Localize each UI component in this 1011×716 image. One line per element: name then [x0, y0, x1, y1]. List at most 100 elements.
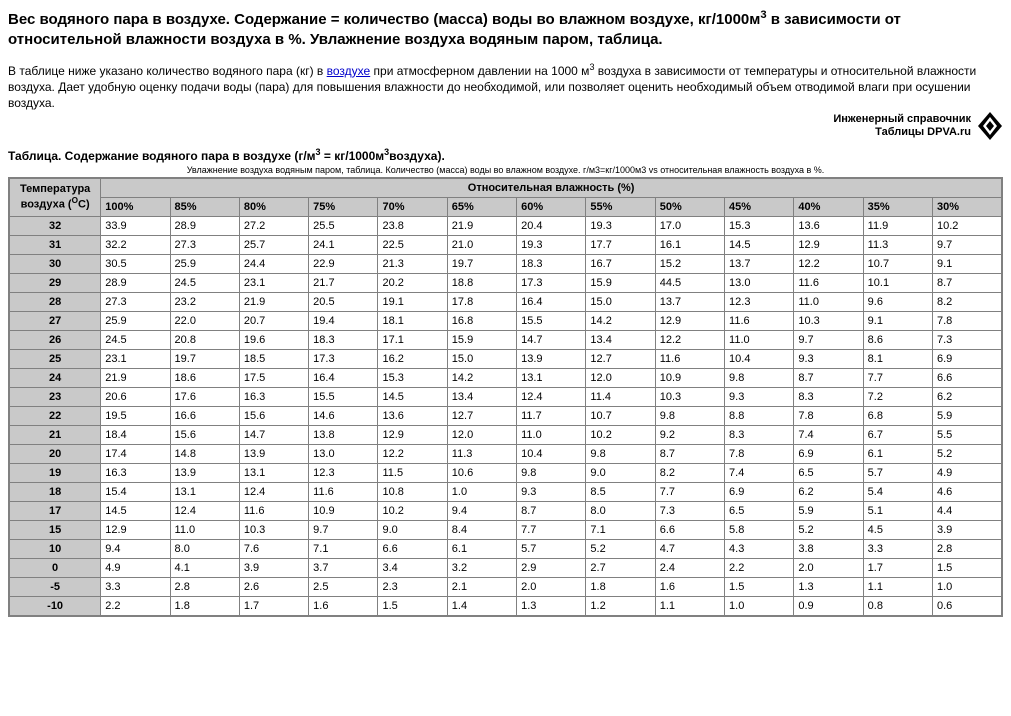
brand-diamond-icon	[977, 111, 1003, 141]
value-cell: 13.9	[517, 350, 586, 369]
subtitle-p3: воздуха).	[389, 149, 445, 163]
value-cell: 1.4	[447, 597, 516, 617]
value-cell: 16.6	[170, 407, 239, 426]
value-cell: 9.4	[101, 540, 170, 559]
value-cell: 6.6	[378, 540, 447, 559]
table-row: 04.94.13.93.73.43.22.92.72.42.22.01.71.5	[9, 559, 1002, 578]
value-cell: 25.5	[309, 217, 378, 236]
value-cell: 19.5	[101, 407, 170, 426]
value-cell: 13.6	[378, 407, 447, 426]
temperature-cell: 32	[9, 217, 101, 236]
temperature-cell: 30	[9, 255, 101, 274]
value-cell: 0.6	[932, 597, 1002, 617]
value-cell: 2.8	[170, 578, 239, 597]
value-cell: 30.5	[101, 255, 170, 274]
value-cell: 7.6	[239, 540, 308, 559]
temperature-cell: 0	[9, 559, 101, 578]
value-cell: 7.4	[794, 426, 863, 445]
value-cell: 6.6	[932, 369, 1002, 388]
value-cell: 1.6	[309, 597, 378, 617]
table-row: 2827.323.221.920.519.117.816.415.013.712…	[9, 293, 1002, 312]
air-link[interactable]: воздухе	[327, 64, 371, 78]
value-cell: 0.9	[794, 597, 863, 617]
value-cell: 22.5	[378, 236, 447, 255]
value-cell: 19.6	[239, 331, 308, 350]
value-cell: 14.7	[239, 426, 308, 445]
value-cell: 10.3	[239, 521, 308, 540]
value-cell: 8.7	[932, 274, 1002, 293]
value-cell: 9.8	[655, 407, 724, 426]
value-cell: 18.4	[101, 426, 170, 445]
value-cell: 3.3	[863, 540, 932, 559]
value-cell: 1.1	[863, 578, 932, 597]
value-cell: 25.9	[101, 312, 170, 331]
table-row: 2320.617.616.315.514.513.412.411.410.39.…	[9, 388, 1002, 407]
value-cell: 15.9	[586, 274, 655, 293]
value-cell: 15.4	[101, 483, 170, 502]
value-cell: 11.7	[517, 407, 586, 426]
value-cell: 11.6	[239, 502, 308, 521]
value-cell: 28.9	[170, 217, 239, 236]
value-cell: 7.1	[309, 540, 378, 559]
value-cell: 14.8	[170, 445, 239, 464]
value-cell: 6.2	[932, 388, 1002, 407]
value-cell: 4.7	[655, 540, 724, 559]
value-cell: 3.8	[794, 540, 863, 559]
value-cell: 15.3	[725, 217, 794, 236]
table-row: 109.48.07.67.16.66.15.75.24.74.33.83.32.…	[9, 540, 1002, 559]
value-cell: 11.5	[378, 464, 447, 483]
value-cell: 9.8	[586, 445, 655, 464]
value-cell: 19.7	[447, 255, 516, 274]
value-cell: 7.8	[794, 407, 863, 426]
value-cell: 13.1	[239, 464, 308, 483]
value-cell: 2.2	[101, 597, 170, 617]
value-cell: 13.4	[447, 388, 516, 407]
value-cell: 2.8	[932, 540, 1002, 559]
value-cell: 19.3	[517, 236, 586, 255]
value-cell: 16.3	[239, 388, 308, 407]
value-cell: 10.2	[932, 217, 1002, 236]
value-cell: 15.5	[309, 388, 378, 407]
value-cell: 8.4	[447, 521, 516, 540]
value-cell: 21.3	[378, 255, 447, 274]
value-cell: 6.9	[794, 445, 863, 464]
value-cell: 19.4	[309, 312, 378, 331]
value-cell: 10.4	[517, 445, 586, 464]
value-cell: 6.9	[932, 350, 1002, 369]
value-cell: 10.2	[586, 426, 655, 445]
value-cell: 5.7	[517, 540, 586, 559]
value-cell: 11.0	[170, 521, 239, 540]
value-cell: 8.3	[725, 426, 794, 445]
value-cell: 7.8	[932, 312, 1002, 331]
value-cell: 17.3	[517, 274, 586, 293]
value-cell: 16.2	[378, 350, 447, 369]
humidity-col-header: 45%	[725, 198, 794, 217]
value-cell: 14.5	[101, 502, 170, 521]
table-row: 1714.512.411.610.910.29.48.78.07.36.55.9…	[9, 502, 1002, 521]
value-cell: 17.3	[309, 350, 378, 369]
value-cell: 25.7	[239, 236, 308, 255]
value-cell: 9.6	[863, 293, 932, 312]
value-cell: 5.9	[794, 502, 863, 521]
value-cell: 23.8	[378, 217, 447, 236]
value-cell: 20.6	[101, 388, 170, 407]
value-cell: 17.1	[378, 331, 447, 350]
value-cell: 22.0	[170, 312, 239, 331]
value-cell: 33.9	[101, 217, 170, 236]
table-row: -102.21.81.71.61.51.41.31.21.11.00.90.80…	[9, 597, 1002, 617]
value-cell: 1.5	[932, 559, 1002, 578]
value-cell: 5.9	[932, 407, 1002, 426]
value-cell: 5.4	[863, 483, 932, 502]
table-row: 2725.922.020.719.418.116.815.514.212.911…	[9, 312, 1002, 331]
value-cell: 1.0	[932, 578, 1002, 597]
temperature-cell: 27	[9, 312, 101, 331]
table-row: 3233.928.927.225.523.821.920.419.317.015…	[9, 217, 1002, 236]
title-part1: Вес водяного пара в воздухе. Содержание …	[8, 11, 760, 28]
value-cell: 13.0	[309, 445, 378, 464]
value-cell: 19.1	[378, 293, 447, 312]
value-cell: 18.6	[170, 369, 239, 388]
value-cell: 7.3	[932, 331, 1002, 350]
humidity-span-header: Относительная влажность (%)	[101, 178, 1002, 198]
value-cell: 12.4	[239, 483, 308, 502]
humidity-col-header: 75%	[309, 198, 378, 217]
